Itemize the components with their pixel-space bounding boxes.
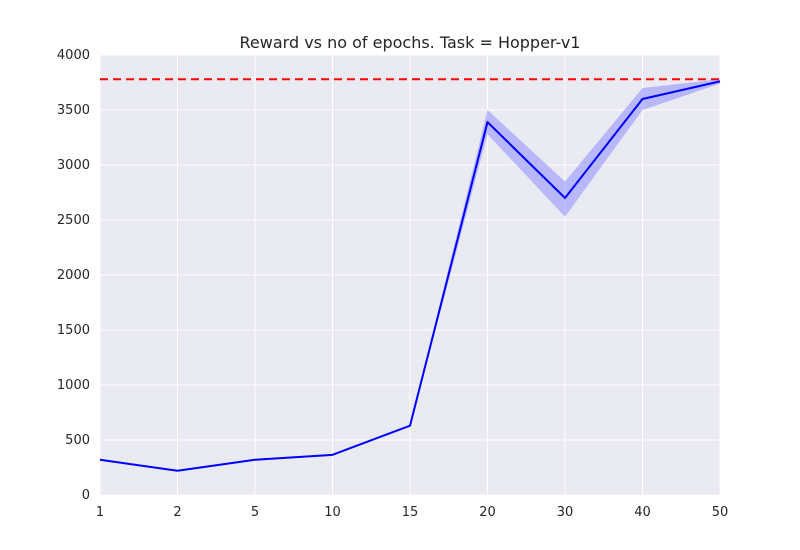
series-lines [99,80,721,472]
y-tick-label: 0 [82,488,90,503]
x-tick-label: 2 [173,505,181,520]
x-tick-label: 10 [324,505,341,520]
y-tick-label: 2500 [57,213,90,228]
grid-lines [99,54,721,496]
x-tick-label: 50 [712,505,729,520]
y-tick-labels: 0 500 1000 1500 2000 2500 3000 3500 4000 [57,48,90,503]
x-tick-label: 15 [402,505,419,520]
y-tick-label: 1500 [57,323,90,338]
y-tick-label: 2000 [57,268,90,283]
x-tick-label: 20 [479,505,496,520]
x-tick-labels: 1 2 5 10 15 20 30 40 50 [96,505,728,520]
x-tick-label: 40 [634,505,651,520]
x-tick-label: 1 [96,505,104,520]
y-tick-label: 1000 [57,378,90,393]
y-tick-label: 4000 [57,48,90,63]
x-tick-label: 30 [557,505,574,520]
chart-title: Reward vs no of epochs. Task = Hopper-v1 [240,33,581,52]
x-tick-label: 5 [251,505,259,520]
y-tick-label: 3000 [57,158,90,173]
y-tick-label: 500 [65,433,90,448]
y-tick-label: 3500 [57,103,90,118]
